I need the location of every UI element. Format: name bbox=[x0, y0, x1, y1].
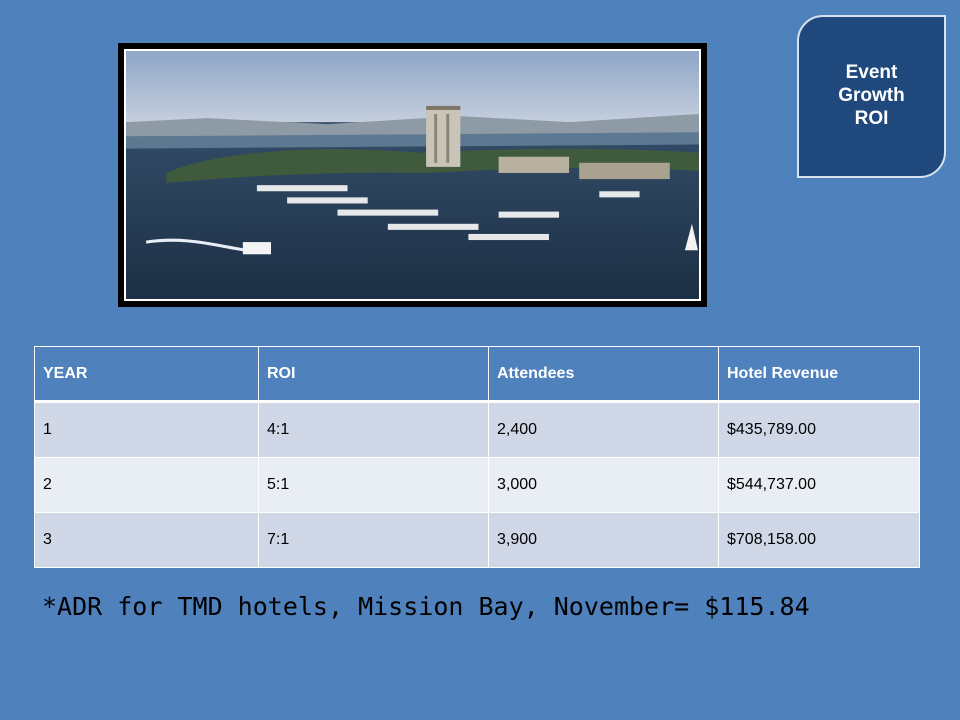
cell-attendees: 3,000 bbox=[488, 457, 719, 513]
badge-line: ROI bbox=[854, 107, 889, 129]
marina-illustration bbox=[126, 51, 699, 299]
cell-hotel-revenue: $435,789.00 bbox=[718, 401, 920, 458]
cell-year: 2 bbox=[34, 457, 259, 513]
table-row: 2 5:1 3,000 $544,737.00 bbox=[34, 457, 920, 513]
topic-badge: Event Growth ROI bbox=[797, 15, 946, 178]
column-header-attendees: Attendees bbox=[488, 346, 719, 403]
cell-year: 3 bbox=[34, 512, 259, 568]
photo-image bbox=[124, 49, 701, 301]
marina-photo bbox=[118, 43, 707, 307]
adr-footnote: *ADR for TMD hotels, Mission Bay, Novemb… bbox=[42, 592, 810, 621]
roi-table: YEAR ROI Attendees Hotel Revenue 1 4:1 2… bbox=[34, 346, 920, 568]
cell-hotel-revenue: $544,737.00 bbox=[718, 457, 920, 513]
column-header-hotel-revenue: Hotel Revenue bbox=[718, 346, 920, 403]
badge-line: Event bbox=[845, 62, 898, 84]
table-header-row: YEAR ROI Attendees Hotel Revenue bbox=[34, 346, 920, 403]
cell-roi: 7:1 bbox=[258, 512, 489, 568]
cell-hotel-revenue: $708,158.00 bbox=[718, 512, 920, 568]
table-row: 3 7:1 3,900 $708,158.00 bbox=[34, 512, 920, 568]
badge-line: Growth bbox=[838, 85, 905, 107]
cell-attendees: 3,900 bbox=[488, 512, 719, 568]
column-header-year: YEAR bbox=[34, 346, 259, 403]
cell-year: 1 bbox=[34, 401, 259, 458]
cell-roi: 4:1 bbox=[258, 401, 489, 458]
column-header-roi: ROI bbox=[258, 346, 489, 403]
cell-roi: 5:1 bbox=[258, 457, 489, 513]
cell-attendees: 2,400 bbox=[488, 401, 719, 458]
table-row: 1 4:1 2,400 $435,789.00 bbox=[34, 401, 920, 458]
badge-label: Event Growth ROI bbox=[822, 62, 922, 130]
